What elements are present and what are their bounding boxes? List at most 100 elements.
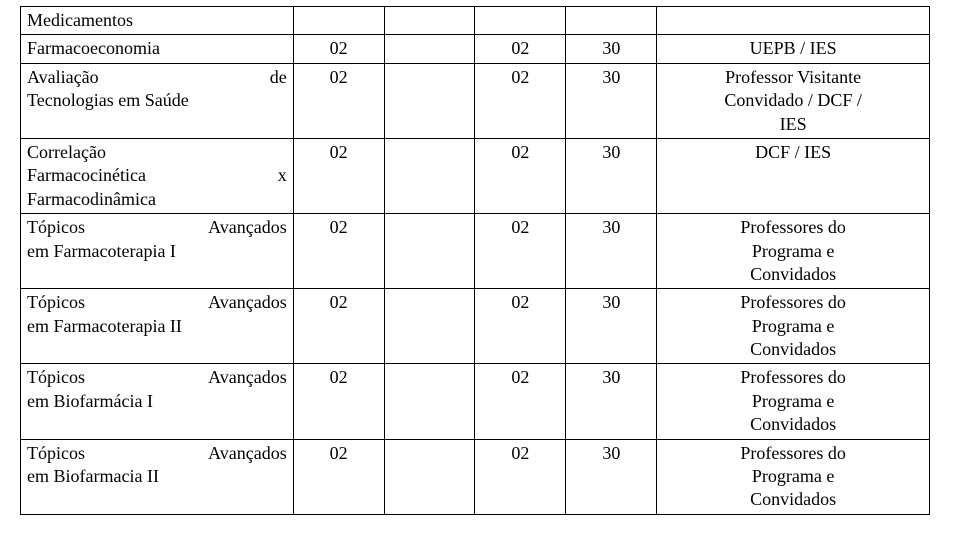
document-page: Medicamentos Farmacoeconomia 02 02 30 UE… [0,0,960,521]
text: em Farmacoterapia I [27,241,176,261]
course-line2: em Biofarmacia II [27,465,287,488]
table-row: Tópicos Avançados em Biofarmácia I 02 02… [21,364,930,439]
table-row: Tópicos Avançados em Farmacoterapia I 02… [21,214,930,289]
cell-course: Tópicos Avançados em Farmacoterapia I [21,214,294,289]
cell-course: Correlação Farmacocinética x Farmacodinâ… [21,138,294,213]
text: Convidados [663,338,923,361]
text: 02 [330,367,348,387]
cell-col4: 02 [475,35,566,63]
text: 02 [330,217,348,237]
text: IES [663,113,923,136]
text: 02 [330,38,348,58]
table-row: Correlação Farmacocinética x Farmacodinâ… [21,138,930,213]
text: 02 [330,142,348,162]
cell-course: Tópicos Avançados em Biofarmácia I [21,364,294,439]
cell-col5: 30 [566,138,657,213]
cell-col3 [384,7,475,35]
course-line1: Tópicos Avançados [27,216,287,239]
course-line1: Avaliação de [27,66,287,89]
text: 30 [602,443,620,463]
text: Avançados [208,366,287,389]
text: Avaliação [27,66,99,89]
text: 02 [511,367,529,387]
cell-responsible: Professores do Programa e Convidados [657,289,930,364]
course-line2: em Farmacoterapia I [27,240,287,263]
text: Tópicos [27,216,85,239]
text: Avançados [208,291,287,314]
cell-col5: 30 [566,35,657,63]
cell-col3 [384,289,475,364]
cell-col5: 30 [566,439,657,514]
cell-course: Tópicos Avançados em Farmacoterapia II [21,289,294,364]
course-line2: Tecnologias em Saúde [27,89,287,112]
text: Convidados [663,263,923,286]
text: Programa e [663,465,923,488]
table-row: Avaliação de Tecnologias em Saúde 02 02 … [21,63,930,138]
text: em Farmacoterapia II [27,316,182,336]
cell-col4: 02 [475,364,566,439]
course-line1: Tópicos Avançados [27,442,287,465]
cell-col4: 02 [475,289,566,364]
course-line1: Correlação [27,141,287,164]
text: Professores do [663,366,923,389]
text: 02 [511,217,529,237]
text: 02 [511,443,529,463]
cell-responsible: Professores do Programa e Convidados [657,364,930,439]
cell-col4 [475,7,566,35]
text: x [278,164,287,187]
text: Medicamentos [27,10,133,30]
text: Farmacocinética [27,164,146,187]
cell-col2 [293,7,384,35]
text: 30 [602,38,620,58]
cell-col5: 30 [566,214,657,289]
cell-col4: 02 [475,214,566,289]
course-line3: Farmacodinâmica [27,188,287,211]
text: Convidado / DCF / [663,89,923,112]
text: Programa e [663,315,923,338]
cell-col2: 02 [293,35,384,63]
cell-course: Farmacoeconomia [21,35,294,63]
cell-col4: 02 [475,439,566,514]
text: 02 [511,142,529,162]
cell-col5: 30 [566,289,657,364]
cell-course: Tópicos Avançados em Biofarmacia II [21,439,294,514]
text: Farmacodinâmica [27,189,156,209]
course-line1: Tópicos Avançados [27,291,287,314]
cell-col2: 02 [293,364,384,439]
text: Tecnologias em Saúde [27,90,189,110]
text: Professores do [663,216,923,239]
text: 30 [602,217,620,237]
text: Tópicos [27,442,85,465]
cell-responsible: UEPB / IES [657,35,930,63]
text: 02 [330,292,348,312]
text: Correlação [27,142,106,162]
cell-responsible: Professores do Programa e Convidados [657,214,930,289]
text: Programa e [663,240,923,263]
text: Avançados [208,216,287,239]
text: Professores do [663,442,923,465]
text: DCF / IES [663,141,923,164]
text: 30 [602,367,620,387]
course-line2: em Biofarmácia I [27,390,287,413]
cell-col2: 02 [293,138,384,213]
text: Professor Visitante [663,66,923,89]
text: Convidados [663,488,923,511]
text: Farmacoeconomia [27,38,160,58]
text: em Biofarmacia II [27,466,159,486]
text: 02 [330,443,348,463]
cell-course: Medicamentos [21,7,294,35]
course-line1: Tópicos Avançados [27,366,287,389]
table-row: Medicamentos [21,7,930,35]
cell-col3 [384,138,475,213]
cell-responsible [657,7,930,35]
text: em Biofarmácia I [27,391,153,411]
text: Avançados [208,442,287,465]
text: Tópicos [27,366,85,389]
cell-col5: 30 [566,364,657,439]
text: 02 [511,67,529,87]
cell-col4: 02 [475,63,566,138]
table-row: Tópicos Avançados em Farmacoterapia II 0… [21,289,930,364]
text: Tópicos [27,291,85,314]
cell-col5: 30 [566,63,657,138]
cell-col5 [566,7,657,35]
